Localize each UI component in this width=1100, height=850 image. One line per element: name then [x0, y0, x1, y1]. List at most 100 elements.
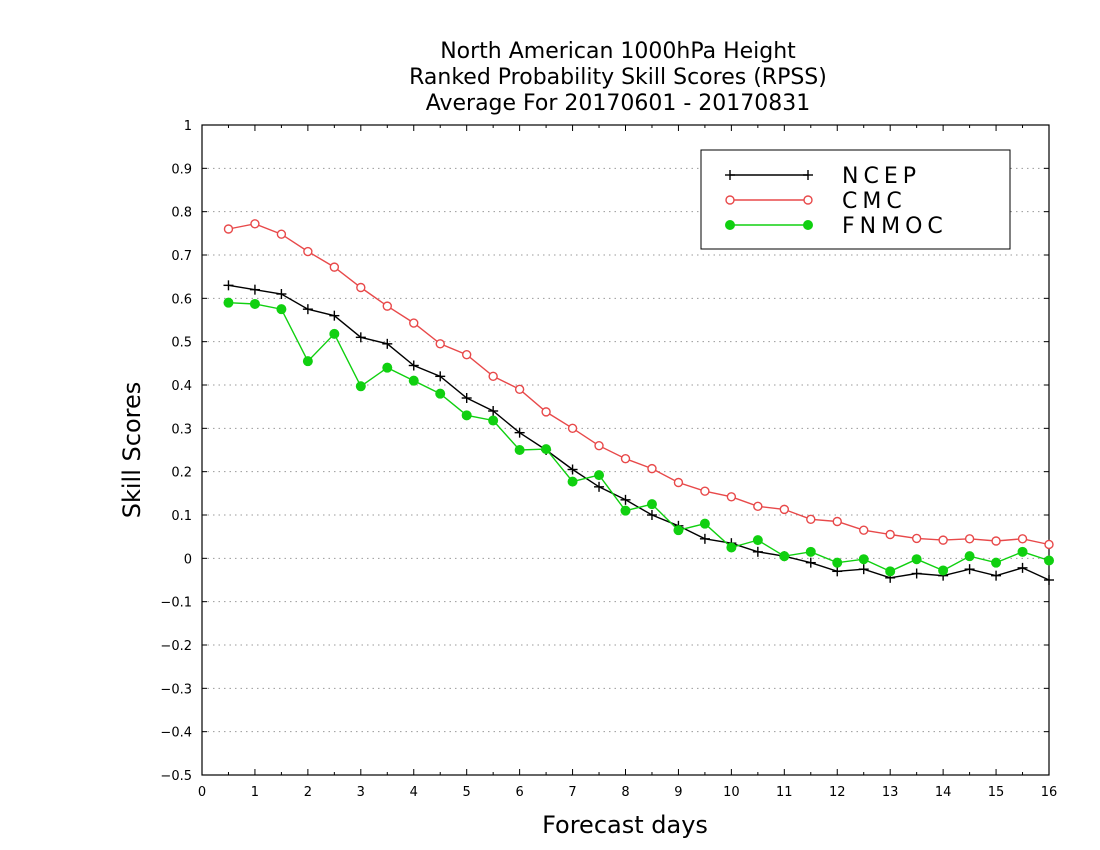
data-point-fnmoc	[1044, 555, 1054, 566]
series-line-ncep	[228, 284, 1050, 581]
x-tick-label: 15	[988, 785, 1005, 800]
x-tick-label: 3	[357, 785, 365, 800]
data-point-cmc	[461, 349, 472, 360]
x-tick-label: 16	[1041, 785, 1058, 800]
legend-marker-cmc	[803, 195, 813, 205]
data-point-ncep	[752, 546, 763, 557]
data-point-fnmoc	[488, 415, 499, 426]
data-point-fnmoc	[567, 476, 578, 487]
y-tick-label: 0.9	[171, 162, 192, 177]
legend-label-fnmoc: FNMOC	[842, 214, 948, 239]
data-point-ncep	[249, 284, 260, 295]
data-point-fnmoc	[911, 554, 922, 565]
data-point-cmc	[329, 262, 340, 272]
y-tick-label: −0.2	[160, 639, 192, 654]
y-tick-label: 0.5	[171, 336, 192, 351]
data-point-ncep	[1017, 562, 1028, 573]
data-point-fnmoc	[461, 410, 472, 421]
data-point-cmc	[991, 536, 1001, 546]
data-point-ncep	[858, 564, 869, 575]
data-point-fnmoc	[726, 542, 737, 553]
legend-item-cmc: CMC	[725, 189, 907, 214]
data-point-ncep	[832, 566, 843, 577]
legend-item-ncep: NCEP	[725, 164, 921, 189]
title-line-3: Average For 20170601 - 20170831	[426, 91, 811, 116]
x-tick-label: 1	[251, 785, 259, 800]
data-point-cmc	[779, 504, 790, 515]
y-tick-label: −0.3	[160, 682, 192, 697]
data-point-cmc	[409, 318, 419, 328]
data-point-ncep	[408, 360, 419, 371]
x-tick-label: 6	[515, 785, 523, 800]
y-tick-label: −0.5	[160, 769, 192, 784]
data-point-fnmoc	[382, 362, 393, 373]
data-point-ncep	[805, 557, 816, 568]
data-point-cmc	[382, 301, 392, 311]
y-axis: −0.5 −0.4 −0.3 −0.2 −0.1 0 0.1 0.2 0.3 0.4 0.5 0.6 0…	[160, 119, 1049, 784]
data-point-fnmoc	[620, 505, 631, 516]
y-tick-label: 0.8	[171, 206, 192, 221]
y-tick-label: 1	[184, 119, 192, 134]
y-tick-label: 0.1	[171, 509, 192, 524]
data-point-cmc	[726, 492, 737, 502]
x-tick-label: 12	[829, 785, 846, 800]
y-tick-label: 0.3	[171, 422, 192, 437]
data-point-cmc	[276, 229, 287, 239]
chart-title: North American 1000hPa Height Ranked Pro…	[409, 39, 827, 116]
data-point-ncep	[488, 406, 499, 416]
data-point-cmc	[938, 535, 948, 545]
data-point-fnmoc	[408, 375, 419, 386]
y-tick-label: 0.6	[171, 292, 192, 307]
x-tick-label: 10	[723, 785, 740, 800]
legend-label-ncep: NCEP	[842, 164, 921, 189]
x-tick-label: 5	[463, 785, 471, 800]
data-point-fnmoc	[991, 557, 1002, 568]
series-cmc	[223, 219, 1054, 550]
data-point-ncep	[382, 338, 393, 349]
data-point-fnmoc	[646, 499, 657, 510]
gridlines	[202, 167, 1049, 733]
title-line-2: Ranked Probability Skill Scores (RPSS)	[409, 65, 827, 90]
data-point-cmc	[356, 282, 366, 293]
data-point-fnmoc	[249, 298, 260, 309]
series-line-cmc	[228, 223, 1050, 546]
data-point-fnmoc	[779, 551, 790, 562]
data-point-cmc	[673, 477, 684, 488]
data-point-fnmoc	[832, 557, 843, 568]
data-point-ncep	[276, 289, 287, 299]
data-point-ncep	[699, 533, 710, 544]
data-point-cmc	[594, 440, 604, 451]
legend-item-fnmoc: FNMOC	[725, 214, 948, 239]
data-point-fnmoc	[938, 565, 949, 576]
legend-marker-cmc	[725, 195, 735, 205]
data-point-ncep	[302, 304, 313, 315]
y-tick-label: −0.1	[160, 596, 192, 611]
data-point-fnmoc	[594, 470, 605, 481]
x-tick-label: 11	[776, 785, 793, 800]
data-point-cmc	[541, 407, 551, 417]
data-point-cmc	[250, 219, 260, 229]
x-tick-label: 13	[882, 785, 899, 800]
data-point-ncep	[567, 464, 578, 475]
data-point-ncep	[355, 332, 366, 343]
data-point-ncep	[911, 568, 922, 579]
data-point-cmc	[620, 453, 631, 464]
x-tick-label: 14	[935, 785, 952, 800]
data-point-cmc	[1044, 539, 1054, 550]
legend-label-cmc: CMC	[842, 189, 907, 214]
data-point-cmc	[514, 384, 525, 395]
data-point-cmc	[488, 371, 498, 382]
data-point-cmc	[647, 463, 657, 474]
legend-marker-ncep	[725, 170, 735, 180]
data-point-ncep	[514, 427, 525, 438]
data-point-cmc	[435, 339, 445, 349]
x-tick-label: 4	[410, 785, 418, 800]
data-point-fnmoc	[673, 525, 684, 536]
y-tick-label: 0	[184, 552, 192, 567]
data-point-cmc	[911, 533, 922, 544]
data-point-fnmoc	[435, 388, 446, 399]
y-tick-label: 0.7	[171, 249, 192, 264]
data-point-fnmoc	[699, 518, 710, 529]
data-point-fnmoc	[1017, 546, 1028, 557]
series-group	[223, 219, 1054, 585]
